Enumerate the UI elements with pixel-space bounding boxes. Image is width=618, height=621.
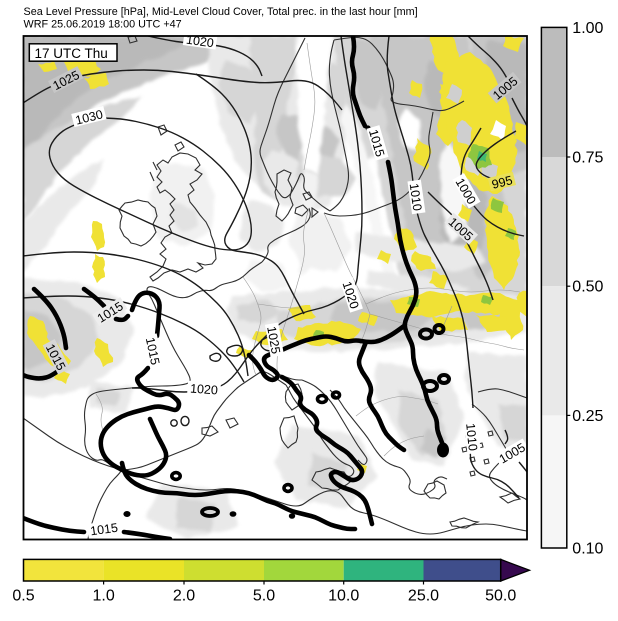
svg-text:1020: 1020 <box>190 382 219 398</box>
svg-text:1015: 1015 <box>89 521 119 539</box>
svg-text:0.25: 0.25 <box>572 408 603 425</box>
svg-text:5.0: 5.0 <box>253 588 275 605</box>
svg-text:25.0: 25.0 <box>408 588 439 605</box>
svg-text:Sea Level Pressure [hPa], Mid-: Sea Level Pressure [hPa], Mid-Level Clou… <box>24 6 418 18</box>
svg-text:1030: 1030 <box>74 107 104 127</box>
svg-text:WRF 25.06.2019 18:00 UTC +47: WRF 25.06.2019 18:00 UTC +47 <box>24 19 182 31</box>
svg-text:0.50: 0.50 <box>572 279 603 296</box>
svg-text:1.0: 1.0 <box>92 588 114 605</box>
svg-text:995: 995 <box>490 173 514 192</box>
svg-text:1010: 1010 <box>463 422 480 451</box>
svg-text:17 UTC Thu: 17 UTC Thu <box>35 46 108 61</box>
svg-text:0.75: 0.75 <box>572 150 603 167</box>
svg-text:1020: 1020 <box>185 33 215 51</box>
svg-text:10.0: 10.0 <box>328 588 359 605</box>
svg-text:1015: 1015 <box>143 336 162 366</box>
svg-text:50.0: 50.0 <box>485 588 516 605</box>
svg-text:0.10: 0.10 <box>572 541 603 558</box>
svg-text:0.5: 0.5 <box>12 588 34 605</box>
svg-text:1010: 1010 <box>407 182 425 212</box>
svg-text:1.00: 1.00 <box>572 20 603 37</box>
svg-text:1025: 1025 <box>264 325 283 355</box>
svg-text:2.0: 2.0 <box>173 588 195 605</box>
